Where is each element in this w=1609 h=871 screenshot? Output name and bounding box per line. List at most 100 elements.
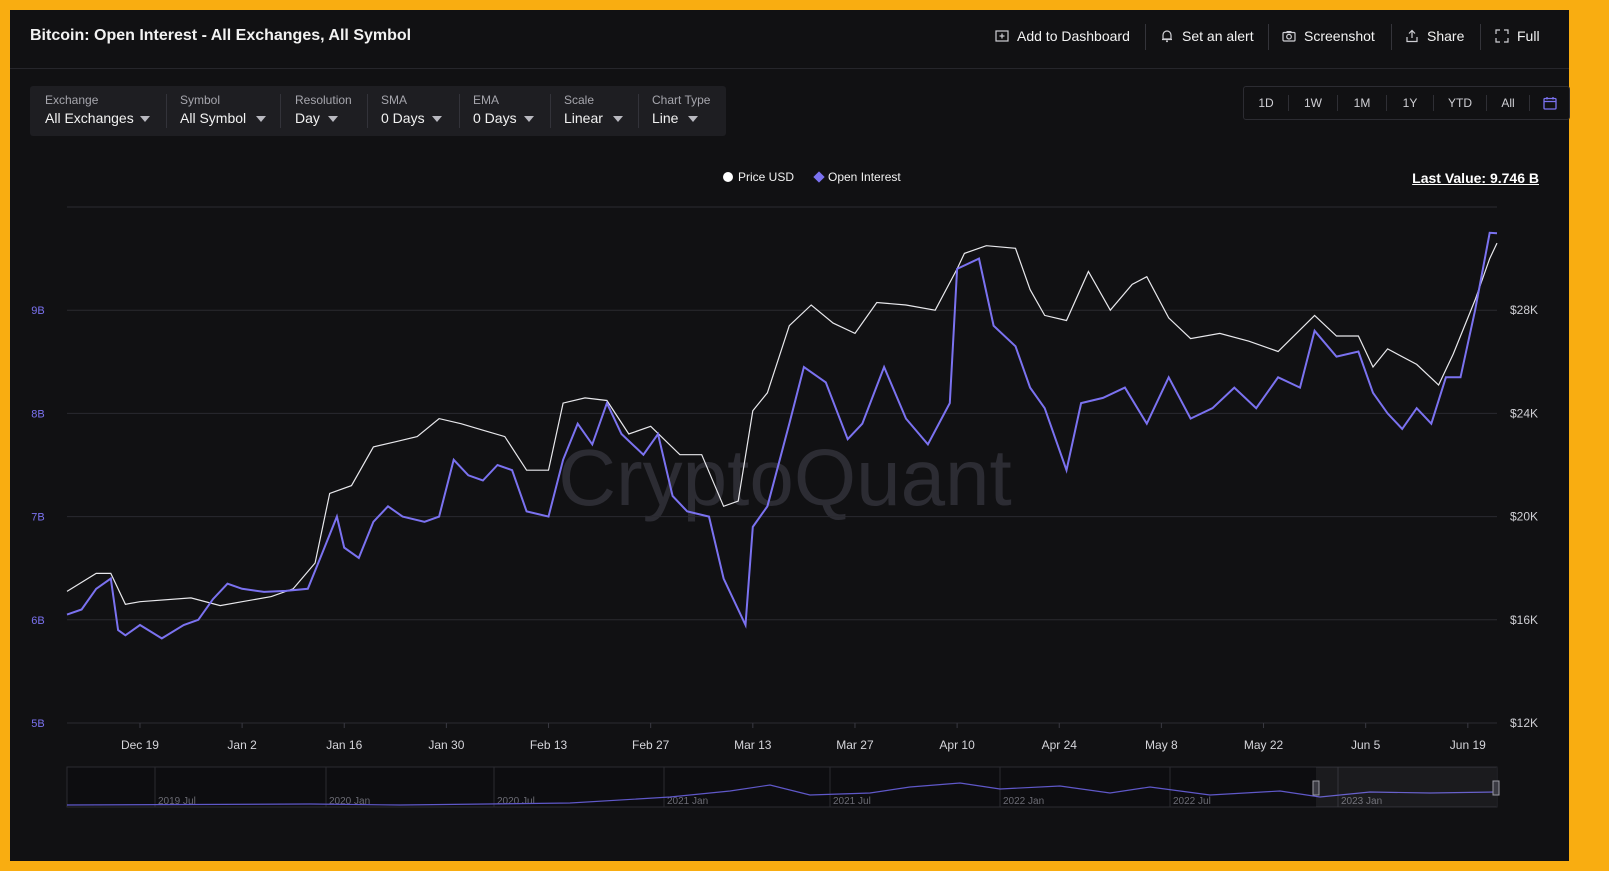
navigator-label: 2022 Jul — [1173, 796, 1211, 807]
y-axis-left: 5B 6B 7B 8B 9B — [31, 305, 44, 730]
x-tick-label: Jan 16 — [326, 738, 362, 752]
share-label: Share — [1427, 28, 1465, 44]
range-divider — [1337, 95, 1338, 111]
last-value-link[interactable]: Last Value: 9.746 B — [1412, 170, 1539, 186]
control-divider — [550, 94, 551, 128]
exchange-dropdown[interactable]: Exchange All Exchanges — [45, 86, 165, 136]
caret-down-icon — [432, 116, 442, 122]
add-to-dashboard-button[interactable]: Add to Dashboard — [995, 28, 1130, 44]
y-left-tick-label: 7B — [31, 512, 44, 524]
navigator-handle-right — [1492, 780, 1500, 796]
navigator-label: 2020 Jan — [329, 796, 370, 807]
y-left-tick-label: 6B — [31, 615, 44, 627]
x-tick-label: May 8 — [1145, 738, 1178, 752]
x-tick-label: Jan 30 — [428, 738, 464, 752]
ema-dropdown[interactable]: EMA 0 Days — [473, 86, 553, 136]
caret-down-icon — [613, 116, 623, 122]
add-dashboard-icon — [995, 30, 1009, 42]
scale-label: Scale — [564, 93, 595, 107]
header-divider — [1480, 24, 1481, 50]
chart-title: Bitcoin: Open Interest - All Exchanges, … — [30, 27, 412, 44]
control-divider — [367, 94, 368, 128]
y-left-tick-label: 9B — [31, 305, 44, 317]
y-right-tick-label: $20K — [1510, 510, 1538, 524]
symbol-value: All Symbol — [180, 110, 247, 126]
bell-icon — [1162, 30, 1172, 43]
calendar-button[interactable] — [1530, 87, 1569, 119]
legend-item-price[interactable]: Price USD — [723, 170, 794, 184]
x-tick-label: Jun 19 — [1450, 738, 1486, 752]
y-right-tick-label: $16K — [1510, 613, 1538, 627]
caret-down-icon — [688, 116, 698, 122]
resolution-label: Resolution — [295, 93, 352, 107]
exchange-label: Exchange — [45, 93, 99, 107]
caret-down-icon — [524, 116, 534, 122]
exchange-value: All Exchanges — [45, 110, 134, 126]
range-navigator[interactable]: 2019 Jul 2020 Jan 2020 Jul 2021 Jan 2021 Jul… — [66, 766, 1500, 808]
watermark-text: CryptoQuant — [558, 433, 1012, 522]
sma-label: SMA — [381, 93, 408, 107]
price-usd-line — [66, 242, 1498, 607]
time-range-selector: 1D 1W 1M 1Y YTD All — [1243, 86, 1570, 120]
x-tick-label: Apr 24 — [1042, 738, 1078, 752]
y-right-tick-label: $28K — [1510, 303, 1538, 317]
set-alert-button[interactable]: Set an alert — [1160, 28, 1254, 44]
share-icon — [1406, 29, 1418, 43]
symbol-dropdown[interactable]: Symbol All Symbol — [180, 86, 280, 136]
range-all-button[interactable]: All — [1501, 96, 1515, 110]
circle-marker-icon — [723, 172, 733, 182]
fullscreen-icon — [1495, 29, 1509, 43]
y-left-tick-label: 8B — [31, 408, 44, 420]
camera-icon — [1282, 31, 1296, 42]
control-divider — [166, 94, 167, 128]
set-alert-label: Set an alert — [1182, 28, 1254, 44]
scale-dropdown[interactable]: Scale Linear — [564, 86, 639, 136]
fullscreen-label: Full — [1517, 28, 1540, 44]
symbol-label: Symbol — [180, 93, 221, 107]
x-tick-label: May 22 — [1244, 738, 1284, 752]
sma-value: 0 Days — [381, 110, 425, 126]
x-axis: Dec 19 Jan 2 Jan 16 Jan 30 Feb 13 Feb 27 Mar 1… — [121, 723, 1486, 752]
grid-lines — [67, 206, 1497, 724]
ema-label: EMA — [473, 93, 500, 107]
legend-item-open-interest[interactable]: Open Interest — [813, 170, 901, 184]
chart-type-value: Line — [652, 110, 679, 126]
control-divider — [280, 94, 281, 128]
y-right-tick-label: $12K — [1510, 716, 1538, 730]
range-1d-button[interactable]: 1D — [1258, 96, 1274, 110]
range-1w-button[interactable]: 1W — [1304, 96, 1322, 110]
navigator-label: 2019 Jul — [158, 796, 196, 807]
caret-down-icon — [140, 116, 150, 122]
resolution-dropdown[interactable]: Resolution Day — [295, 86, 365, 136]
range-1m-button[interactable]: 1M — [1353, 96, 1371, 110]
caret-down-icon — [256, 116, 266, 122]
control-divider — [459, 94, 460, 128]
chart-canvas: CryptoQuant 5B 6B 7B 8B 9B $12K $16K $20K $24K $… — [31, 206, 1538, 808]
chart-type-dropdown[interactable]: Chart Type Line — [652, 86, 722, 136]
x-tick-label: Jun 5 — [1351, 738, 1381, 752]
navigator-selection — [1316, 767, 1496, 807]
header-divider — [1391, 24, 1392, 50]
x-tick-label: Feb 13 — [530, 738, 568, 752]
range-divider — [1529, 95, 1530, 111]
x-tick-label: Dec 19 — [121, 738, 159, 752]
header-divider — [1268, 24, 1269, 50]
y-right-tick-label: $24K — [1510, 406, 1538, 420]
range-ytd-button[interactable]: YTD — [1448, 96, 1472, 110]
x-tick-label: Feb 27 — [632, 738, 670, 752]
fullscreen-button[interactable]: Full — [1495, 28, 1540, 44]
x-tick-label: Apr 10 — [939, 738, 975, 752]
share-button[interactable]: Share — [1405, 28, 1464, 44]
range-divider — [1288, 95, 1289, 111]
navigator-track — [66, 766, 1498, 808]
add-to-dashboard-label: Add to Dashboard — [1017, 28, 1130, 44]
y-left-tick-label: 5B — [31, 718, 44, 730]
header-divider — [1145, 24, 1146, 50]
sma-dropdown[interactable]: SMA 0 Days — [381, 86, 461, 136]
chart-header: Bitcoin: Open Interest - All Exchanges, … — [10, 10, 1569, 69]
open-interest-line — [66, 231, 1498, 640]
range-1y-button[interactable]: 1Y — [1402, 96, 1418, 110]
scale-value: Linear — [564, 110, 603, 126]
x-tick-label: Mar 27 — [836, 738, 874, 752]
screenshot-button[interactable]: Screenshot — [1282, 28, 1375, 44]
